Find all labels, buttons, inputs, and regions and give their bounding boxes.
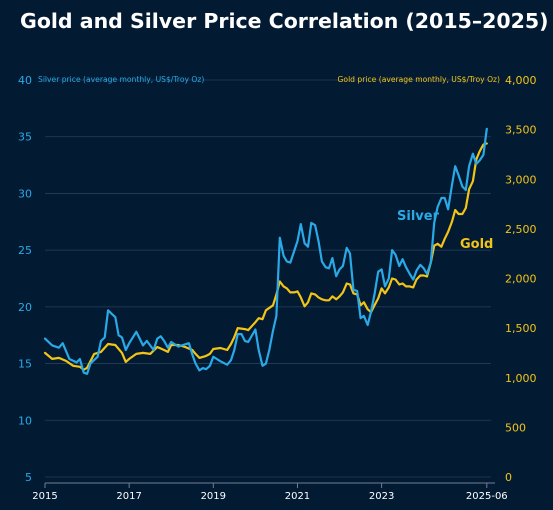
right-axis-tick-label: 1,000 [505, 372, 537, 385]
left-axis-tick-label: 25 [18, 244, 32, 257]
gold-series-annotation: Gold [460, 237, 493, 252]
silver-series-annotation: Silver [397, 209, 440, 224]
right-axis-tick-label: 3,500 [505, 124, 537, 137]
left-axis-tick-label: 40 [18, 74, 32, 87]
x-axis-tick-label: 2021 [285, 491, 310, 502]
right-axis-tick-label: 500 [505, 421, 526, 434]
left-axis-tick-label: 10 [18, 414, 32, 427]
left-axis-tick-label: 35 [18, 131, 32, 144]
left-axis-tick-label: 5 [25, 471, 32, 484]
x-axis-tick-label: 2019 [201, 491, 226, 502]
right-axis-tick-label: 2,000 [505, 273, 537, 286]
left-axis-tick-label: 30 [18, 187, 32, 200]
left-axis-tick-label: 20 [18, 301, 32, 314]
right-axis-tick-label: 1,500 [505, 322, 537, 335]
x-axis-tick-label: 2025-06 [466, 491, 508, 502]
left-axis-tick-label: 15 [18, 358, 32, 371]
right-axis-label: Gold price (average monthly, US$/Troy Oz… [338, 75, 500, 84]
x-axis-tick-label: 2015 [32, 491, 57, 502]
right-axis-tick-label: 0 [505, 471, 512, 484]
right-axis-tick-label: 2,500 [505, 223, 537, 236]
silver-series-line [43, 127, 488, 375]
right-axis-tick-label: 4,000 [505, 74, 537, 87]
right-axis-tick-label: 3,000 [505, 173, 537, 186]
gold-series-line [43, 142, 488, 371]
x-axis-tick-label: 2023 [369, 491, 394, 502]
x-axis-tick-label: 2017 [116, 491, 141, 502]
chart-title: Gold and Silver Price Correlation (2015–… [20, 9, 549, 33]
left-axis-label: Silver price (average monthly, US$/Troy … [38, 75, 204, 84]
